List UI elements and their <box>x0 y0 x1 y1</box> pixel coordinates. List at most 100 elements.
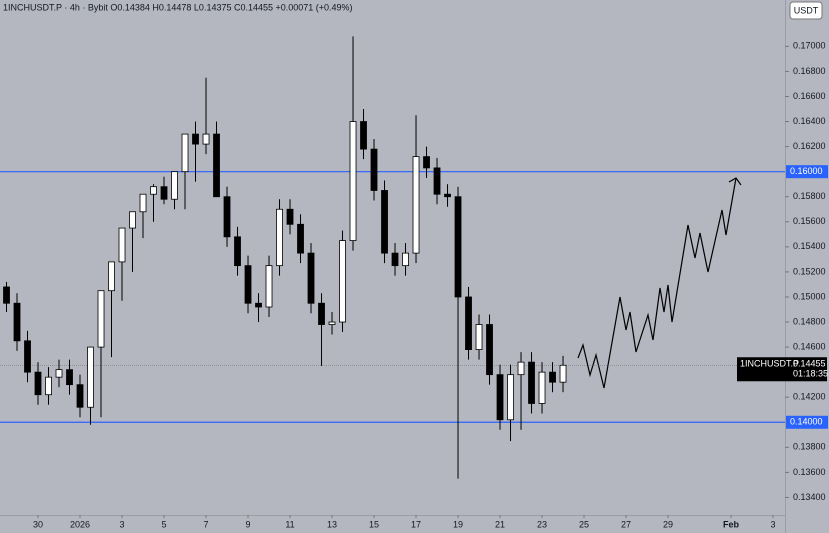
x-tick-label: 15 <box>369 519 379 529</box>
x-tick-label: 13 <box>327 519 337 529</box>
y-tick-label: 0.15600 <box>793 216 826 226</box>
x-tick-label: 9 <box>246 519 251 529</box>
candle-body <box>265 265 273 308</box>
projection-path <box>577 177 737 389</box>
candle-body <box>496 374 504 421</box>
x-tick-label: 30 <box>33 519 43 529</box>
candle-body <box>444 193 451 198</box>
candle-body <box>349 121 357 241</box>
candle-body <box>517 361 525 376</box>
y-tick-label: 0.13600 <box>793 467 826 477</box>
candle-body <box>538 371 546 404</box>
candle-body <box>108 261 115 292</box>
y-tick-label: 0.14800 <box>793 316 826 326</box>
candle-body <box>423 156 430 169</box>
candle-body <box>412 156 420 254</box>
candle-body <box>391 252 399 267</box>
last-price: 0.14455 <box>793 359 826 369</box>
candle-body <box>129 211 136 229</box>
candle-body <box>433 167 441 195</box>
last-price-box <box>737 357 827 382</box>
currency-box[interactable] <box>789 1 823 20</box>
header: 1INCHUSDT.P · 4h · Bybit O0.14384 H0.144… <box>3 2 353 12</box>
candle-body <box>3 286 10 304</box>
candle-body <box>454 196 462 298</box>
candle-body <box>13 302 21 342</box>
candle-body <box>286 208 294 225</box>
y-tick-label: 0.13800 <box>793 442 826 452</box>
y-tick-label: 0.15400 <box>793 241 826 251</box>
y-tick-label: 0.14200 <box>793 392 826 402</box>
countdown: 01:18:35 <box>793 369 828 379</box>
candle-body <box>118 227 126 263</box>
candle-body <box>475 324 483 350</box>
candle-body <box>181 133 189 173</box>
y-tick-label: 0.13400 <box>793 492 826 502</box>
candle-body <box>307 252 315 304</box>
candle-body <box>223 196 231 238</box>
candle-body <box>328 321 336 325</box>
x-tick-label: 3 <box>120 519 125 529</box>
candle-body <box>66 369 73 386</box>
candle-body <box>87 346 94 408</box>
candle-body <box>339 240 346 323</box>
level-box <box>786 165 828 179</box>
y-tick-label: 0.16400 <box>793 116 826 126</box>
candle-body <box>24 340 31 373</box>
candle-body <box>139 193 147 213</box>
candle-body <box>55 369 63 378</box>
candle-body <box>370 148 378 191</box>
candle-body <box>381 190 388 254</box>
x-tick-label: 23 <box>537 519 547 529</box>
candle-body <box>549 371 556 383</box>
candle-body <box>234 236 241 267</box>
y-tick-label: 0.14600 <box>793 341 826 351</box>
y-tick-label: 0.16200 <box>793 141 826 151</box>
candle-body <box>244 265 252 304</box>
x-tick-label: 27 <box>621 519 631 529</box>
candle-body <box>192 133 199 145</box>
candle-body <box>318 302 325 325</box>
level-box <box>786 415 828 429</box>
candle-body <box>213 133 220 198</box>
x-tick-label: 25 <box>579 519 589 529</box>
y-tick-label: 0.16600 <box>793 91 826 101</box>
candle-body <box>507 374 514 421</box>
candle-body <box>45 376 52 396</box>
candle-body <box>202 133 210 145</box>
level-label: 0.16000 <box>790 166 823 176</box>
y-tick-label: 0.16800 <box>793 66 826 76</box>
y-tick-label: 0.17000 <box>793 41 826 51</box>
last-symbol: 1INCHUSDT.P <box>740 359 799 369</box>
candle-body <box>97 290 105 348</box>
candle-body <box>276 208 283 267</box>
x-tick-label: 11 <box>285 519 294 529</box>
candle-body <box>402 252 409 267</box>
candle-body <box>150 186 157 195</box>
candle-body <box>160 186 168 200</box>
y-tick-label: 0.15200 <box>793 266 826 276</box>
x-tick-label: 7 <box>204 519 209 529</box>
x-tick-label: 2026 <box>70 519 90 529</box>
y-tick-label: 0.15800 <box>793 191 826 201</box>
level-label: 0.14000 <box>790 417 823 427</box>
x-tick-label: 5 <box>162 519 167 529</box>
x-tick-label: 21 <box>495 519 505 529</box>
candle-body <box>34 371 42 396</box>
x-tick-label: Feb <box>723 519 740 529</box>
x-tick-label: 19 <box>453 519 463 529</box>
candle-body <box>486 324 493 376</box>
candle-body <box>465 296 472 350</box>
x-tick-label: 29 <box>663 519 673 529</box>
candle-body <box>528 361 535 404</box>
candle-body <box>255 302 262 308</box>
y-tick-label: 0.15000 <box>793 291 826 301</box>
currency[interactable]: USDT <box>794 5 819 15</box>
x-tick-label: 3 <box>771 519 776 529</box>
candle-body <box>76 384 84 408</box>
candle-body <box>171 171 178 200</box>
candle-body <box>297 223 304 254</box>
x-tick-label: 17 <box>411 519 421 529</box>
